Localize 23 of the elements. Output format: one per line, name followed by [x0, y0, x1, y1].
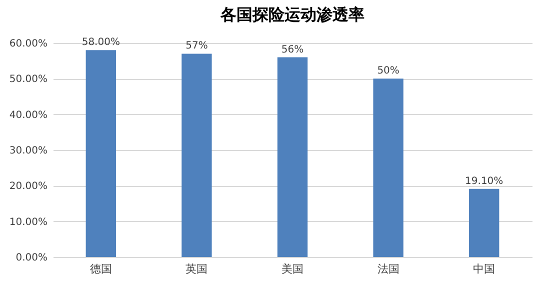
y-tick-label: 0.00% — [16, 252, 48, 264]
data-label: 57% — [186, 40, 208, 52]
y-tick-label: 50.00% — [9, 74, 48, 86]
data-label: 58.00% — [82, 37, 120, 48]
x-tick-label: 中国 — [473, 262, 496, 276]
y-tick-label: 20.00% — [9, 181, 48, 192]
x-tick-label: 德国 — [90, 262, 112, 276]
chart-title: 各国探险运动渗透率 — [220, 5, 364, 24]
bar — [182, 54, 212, 257]
y-tick-label: 40.00% — [9, 110, 48, 121]
bar — [373, 78, 404, 257]
y-tick-label: 10.00% — [9, 216, 48, 228]
bar — [277, 57, 308, 257]
data-label: 50% — [377, 66, 400, 77]
bar — [469, 188, 500, 257]
x-tick-label: 美国 — [282, 262, 304, 276]
y-tick-label: 30.00% — [9, 146, 48, 156]
y-tick-label: 60.00% — [9, 38, 48, 50]
data-label: 19.10% — [465, 176, 504, 187]
x-tick-label: 英国 — [186, 262, 208, 276]
x-tick-label: 法国 — [377, 262, 400, 276]
bar — [86, 50, 116, 257]
data-label: 56% — [281, 44, 304, 56]
